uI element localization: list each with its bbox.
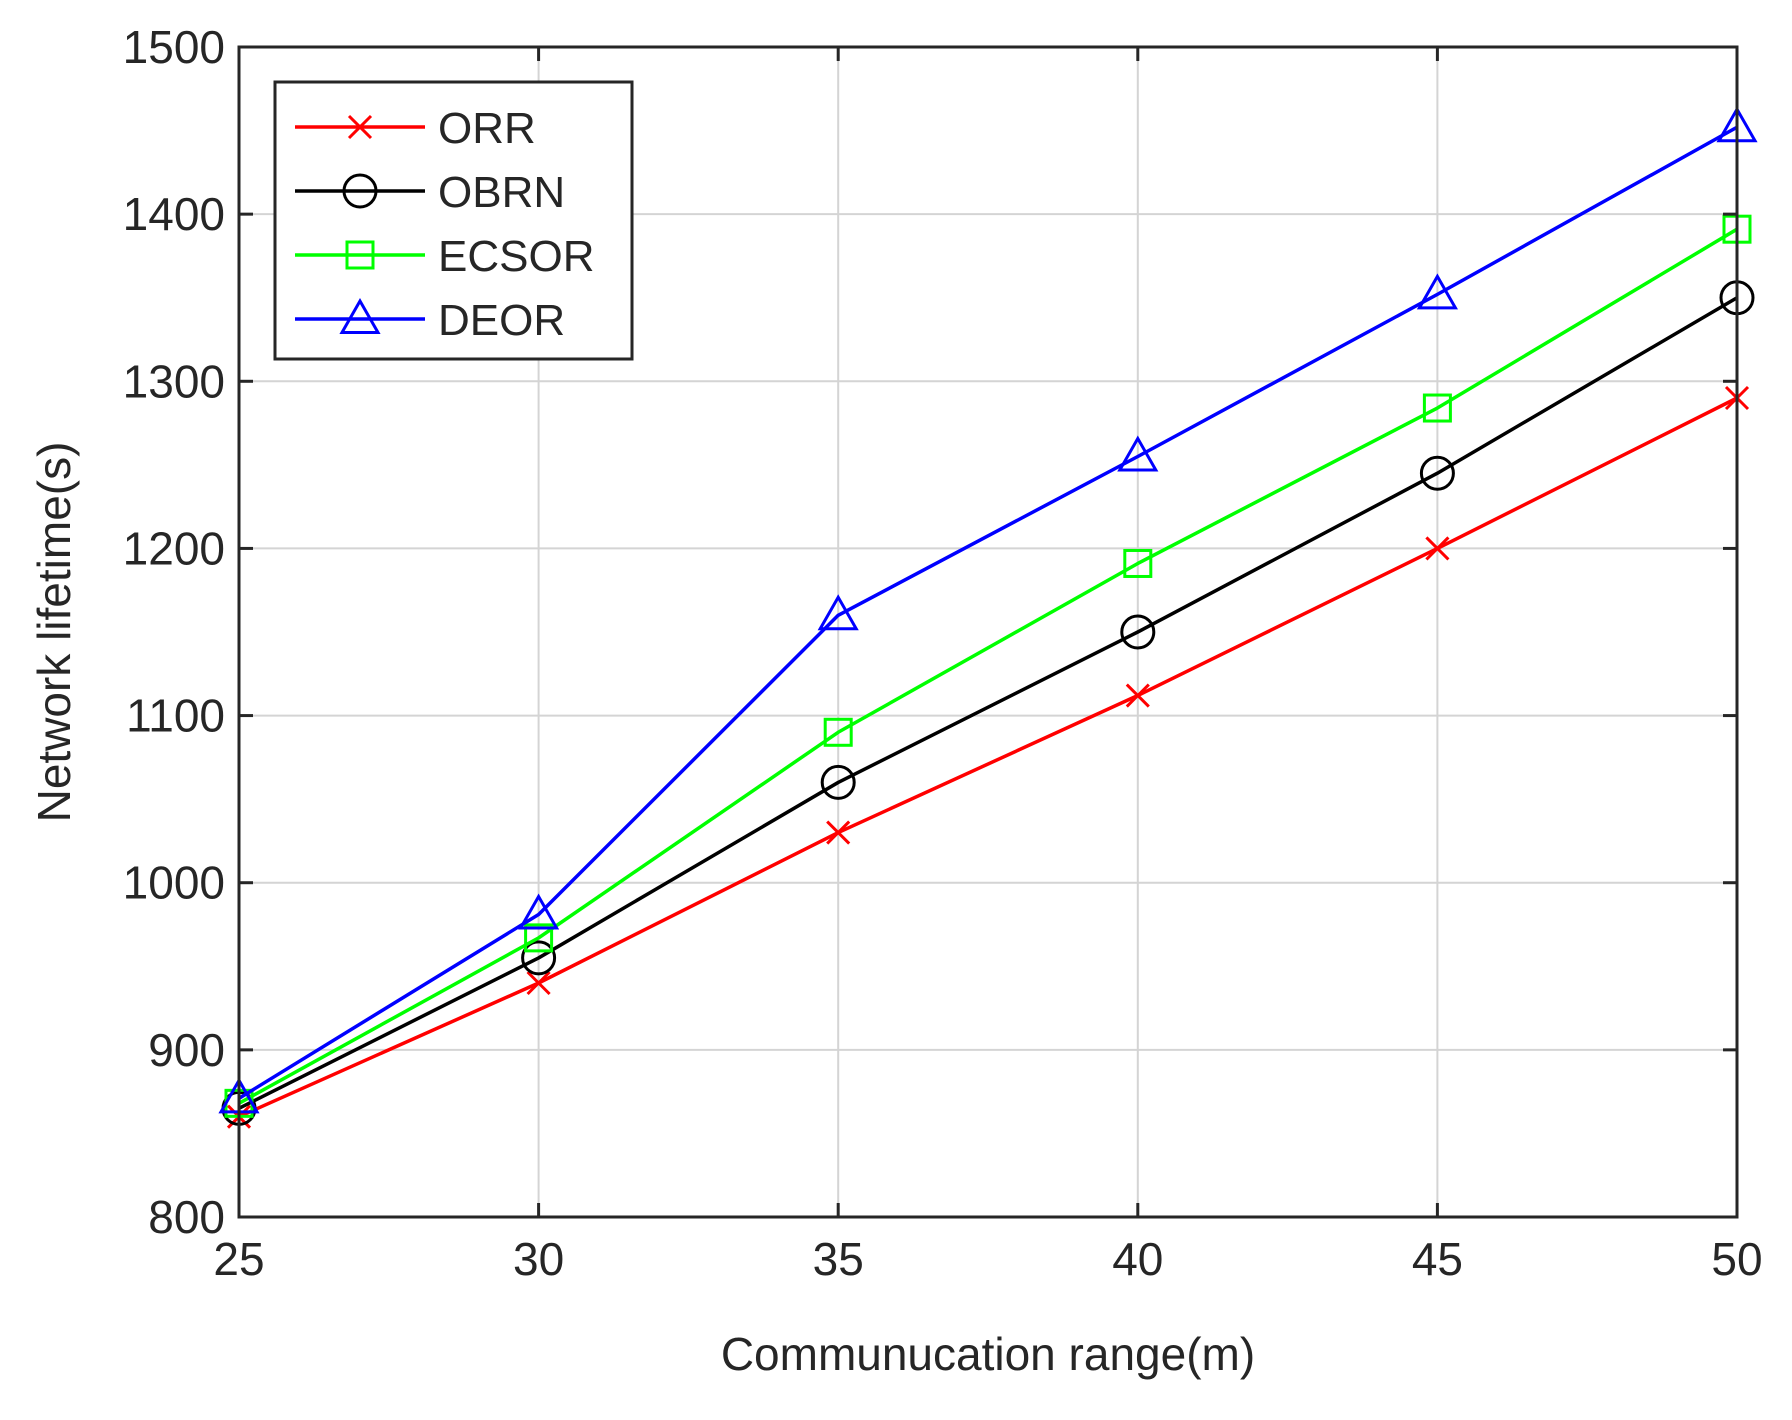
x-tick-label: 50 <box>1711 1233 1762 1285</box>
data-point-obrn <box>1419 455 1455 491</box>
series-line-deor <box>238 125 1738 1100</box>
x-tick-label: 45 <box>1412 1233 1463 1285</box>
marker-stroke <box>826 820 851 845</box>
legend-item-ecsor: ECSOR <box>295 232 594 281</box>
marker-stroke <box>347 114 373 140</box>
legend-item-orr: ORR <box>295 104 536 153</box>
legend-marker-deor <box>339 297 381 334</box>
y-tick-label: 1300 <box>123 355 225 407</box>
marker-stroke <box>1425 536 1450 561</box>
legend-item-deor: DEOR <box>295 296 565 345</box>
data-point-deor <box>1416 273 1458 310</box>
y-tick-label: 1200 <box>123 522 225 574</box>
legend-label-obrn: OBRN <box>438 168 565 217</box>
legend-label-ecsor: ECSOR <box>438 232 594 281</box>
legend: ORR OBRN ECSOR DEOR <box>273 80 634 361</box>
y-tick-label: 900 <box>148 1024 225 1076</box>
y-tick-label: 1000 <box>123 857 225 909</box>
data-point-ecsor <box>823 717 853 747</box>
series-group <box>218 106 1758 1129</box>
series-line-orr <box>238 396 1738 1119</box>
data-point-orr <box>826 820 851 845</box>
y-tick-label: 1500 <box>123 21 225 73</box>
x-axis-label: Communucation range(m) <box>721 1328 1255 1380</box>
y-tick-label: 800 <box>148 1191 225 1243</box>
data-point-ecsor <box>1422 393 1452 423</box>
axes-box <box>237 45 1739 1219</box>
data-point-deor <box>1117 435 1159 472</box>
series-line-ecsor <box>238 227 1738 1105</box>
data-point-ecsor <box>1123 548 1153 578</box>
y-tick-label: 1100 <box>126 690 225 742</box>
x-tick-label: 30 <box>513 1233 564 1285</box>
legend-marker-ecsor <box>345 240 375 270</box>
data-point-deor <box>518 893 560 930</box>
data-point-orr <box>1425 536 1450 561</box>
legend-label-orr: ORR <box>438 104 536 153</box>
data-point-obrn <box>820 764 856 800</box>
legend-label-deor: DEOR <box>438 296 565 345</box>
data-point-ecsor <box>524 923 554 953</box>
x-tick-label: 40 <box>1112 1233 1163 1285</box>
data-point-orr <box>1125 683 1150 708</box>
legend-item-obrn: OBRN <box>295 168 565 217</box>
data-point-deor <box>817 594 859 631</box>
data-point-obrn <box>521 940 557 976</box>
y-axis-label: Network lifetime(s) <box>28 442 80 823</box>
marker-stroke <box>1125 683 1150 708</box>
marker-stroke <box>526 970 551 996</box>
legend-marker-obrn <box>342 173 378 209</box>
data-point-obrn <box>1120 614 1156 650</box>
series-obrn <box>221 280 1755 1126</box>
legend-marker-orr <box>347 114 373 140</box>
axis-ticks: 25 30 35 40 45 50 800 900 1000 1100 1200 1300 1400 15… <box>123 21 1763 1285</box>
series-line-obrn <box>238 296 1738 1110</box>
data-point-orr <box>526 970 551 996</box>
y-tick-label: 1400 <box>123 188 225 240</box>
x-tick-label: 35 <box>813 1233 864 1285</box>
x-tick-label: 25 <box>213 1233 264 1285</box>
